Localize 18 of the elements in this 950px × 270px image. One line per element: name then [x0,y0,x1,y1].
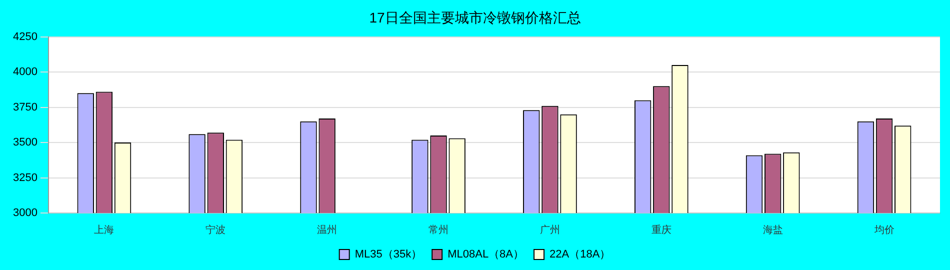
x-tick-label: 上海 [94,224,114,236]
chart-title: 17日全国主要城市冷镦钢价格汇总 [369,9,581,26]
legend-label: 22A（18A） [550,248,611,261]
y-tick-label: 3250 [12,172,38,184]
x-tick-label: 广州 [540,224,560,236]
legend-label: ML08AL（8A） [448,248,524,261]
y-tick-label: 3750 [12,101,38,114]
x-tick-label: 均价 [873,224,894,236]
y-tick-label: 4250 [12,30,38,43]
x-tick-label: 海盐 [762,224,783,236]
x-tick-label: 重庆 [651,224,672,236]
x-tick-label: 温州 [317,224,338,236]
x-tick-label: 常州 [428,224,449,236]
y-tick-label: 4000 [12,66,38,78]
y-tick-label: 3000 [12,207,38,220]
x-tick-label: 宁波 [206,224,226,236]
y-tick-label: 3500 [12,136,38,149]
legend-label: ML35（35k） [354,248,422,261]
